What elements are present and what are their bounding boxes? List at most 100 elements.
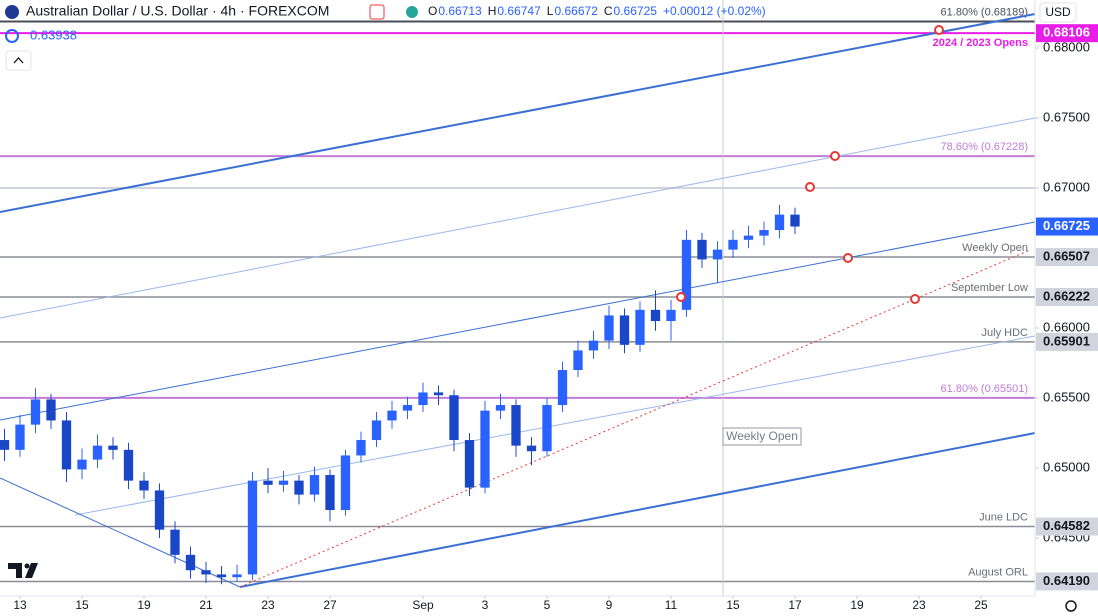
level-label: 78.60% (0.67228): [941, 141, 1028, 153]
x-tick-label: 13: [13, 598, 27, 612]
x-tick-label: 19: [137, 598, 151, 612]
candle-body: [774, 214, 785, 231]
x-tick-label: 23: [261, 598, 275, 612]
y-tick-label: 0.68000: [1043, 39, 1090, 54]
collapse-button[interactable]: [5, 50, 32, 71]
y-tick-label: 0.67500: [1043, 109, 1090, 124]
y-tick-label: 0.65500: [1043, 389, 1090, 404]
price-tag-label: 0.66222: [1043, 288, 1090, 303]
price-tag-label: 0.68106: [1043, 25, 1090, 40]
x-tick-label: 15: [726, 598, 740, 612]
candle-body: [542, 405, 552, 452]
x-tick-label: Sep: [412, 598, 434, 612]
trend-line: [74, 335, 1036, 516]
collapse-icon: [13, 57, 24, 64]
settings-button[interactable]: [1065, 600, 1077, 612]
x-axis: 13 15 19 21 23 27 Sep 3 5 9 11 15 17 19 23 25: [13, 596, 988, 612]
candle-body: [619, 315, 630, 345]
candle-body: [61, 420, 72, 470]
candle-body: [123, 449, 134, 481]
candle-body: [759, 230, 769, 236]
candle-body: [185, 554, 196, 571]
candle-body: [464, 440, 475, 488]
candle-body: [325, 475, 335, 511]
x-tick-label: 19: [850, 598, 864, 612]
header: Australian Dollar / U.S. Dollar · 4h · F…: [5, 3, 766, 71]
price-axis: [1035, 0, 1098, 616]
price-tag: [1036, 332, 1098, 351]
candle-body: [309, 475, 320, 495]
x-tick-label: 11: [665, 598, 678, 612]
candle-body: [573, 350, 583, 371]
ohlc-label: H: [488, 4, 497, 18]
y-tick-label: 0.66000: [1043, 319, 1090, 334]
drawings: [0, 0, 1036, 596]
indicator-value: 0.63938: [30, 27, 77, 42]
current-price-tag: [1036, 217, 1098, 236]
candle-body: [0, 440, 10, 450]
ohlc-change: +0.00012 (+0.02%): [663, 4, 766, 18]
level-label: 2024 / 2023 Opens: [933, 37, 1028, 49]
candle-body: [356, 440, 366, 456]
price-tag-label: 0.64582: [1043, 518, 1090, 533]
tv-logo: [8, 563, 38, 578]
symbol-title: Australian Dollar / U.S. Dollar · 4h · F…: [26, 3, 329, 19]
candle-body: [449, 395, 459, 441]
candle-body: [790, 214, 800, 227]
price-tag-label: 0.64190: [1043, 573, 1090, 588]
marker: [805, 182, 815, 192]
flag-button[interactable]: [369, 4, 385, 20]
price-tag-label: 0.65901: [1043, 333, 1090, 348]
trend-line: [0, 221, 1036, 421]
ohlc-value: 0.66713: [438, 4, 482, 18]
x-tick-label: 21: [199, 598, 213, 612]
level-label: June LDC: [979, 511, 1028, 523]
candle-body: [666, 309, 676, 322]
ohlc-value: 0.66747: [497, 4, 541, 18]
marker: [934, 25, 944, 35]
candle-body: [557, 370, 568, 406]
candle-body: [526, 445, 537, 452]
candle-body: [170, 529, 180, 555]
price-tag: [1036, 287, 1098, 306]
candle-body: [294, 480, 304, 495]
price-tag: [1036, 517, 1098, 536]
level-label: 61.80% (0.65501): [941, 383, 1028, 395]
candle-body: [154, 490, 165, 530]
x-tick-label: 25: [974, 598, 988, 612]
candle-body: [681, 239, 692, 310]
level-label: Weekly Open: [962, 242, 1028, 254]
candle-body: [201, 570, 211, 575]
candle-body: [247, 480, 258, 575]
candle-body: [340, 455, 351, 511]
candle-body: [480, 410, 490, 488]
markers: [676, 25, 944, 304]
marker: [843, 253, 853, 263]
x-tick-label: 3: [482, 598, 489, 612]
ohlc-value: 0.66672: [554, 4, 598, 18]
candle-body: [30, 399, 41, 425]
candle-body: [15, 424, 25, 450]
level-label: September Low: [951, 282, 1028, 294]
candle-body: [697, 239, 707, 260]
logo-part: [8, 563, 22, 578]
currency-button[interactable]: [1039, 2, 1077, 23]
symbol-icon: [5, 5, 19, 19]
candle-body: [650, 309, 661, 322]
price-tag: [1036, 24, 1098, 43]
price-tag: [1036, 572, 1098, 591]
candle-body: [511, 405, 521, 446]
price-tags: 0.68106 0.66507 0.66222 0.65901 0.64582 0.641…: [1036, 24, 1098, 591]
candle-body: [278, 480, 289, 485]
candle-body: [139, 480, 149, 491]
price-tag-label: 0.66507: [1043, 248, 1090, 263]
candle-body: [263, 480, 273, 485]
x-tick-label: 23: [912, 598, 926, 612]
visibility-button[interactable]: [406, 6, 418, 18]
ohlc-label: L: [547, 4, 554, 18]
candle-body: [728, 239, 738, 250]
logo-part: [25, 563, 38, 578]
candle-body: [92, 445, 103, 460]
